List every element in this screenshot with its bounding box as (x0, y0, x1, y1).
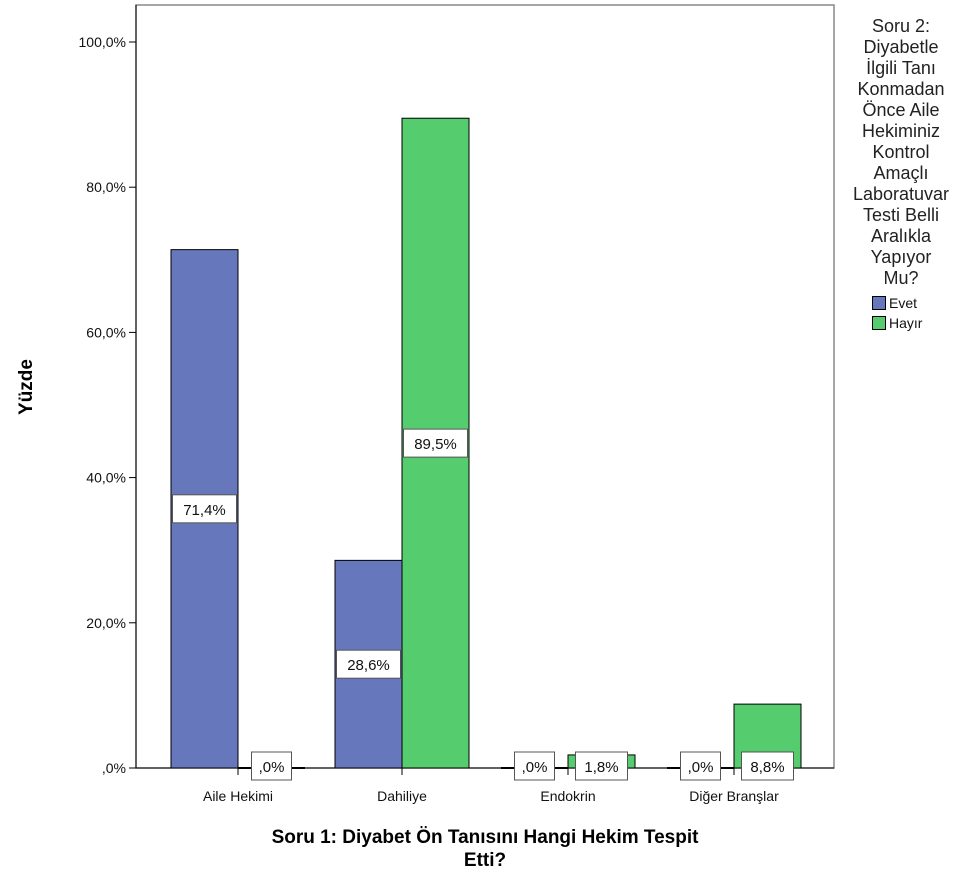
y-tick-label: 80,0% (86, 179, 126, 195)
data-label: 71,4% (183, 502, 226, 519)
data-label-box (336, 649, 401, 679)
data-labels-layer: 71,4% 28,6% ,0% ,0% ,0% 89,5% 1,8% 8,8% (172, 428, 794, 781)
x-tick-label: Endokrin (540, 788, 595, 804)
data-label-box (514, 751, 555, 781)
legend-title-line: Aralıkla (870, 226, 932, 246)
legend-swatch (872, 296, 886, 310)
legend-title-line: Diyabetle (863, 37, 939, 57)
legend-title-line: Amaçlı (873, 163, 929, 183)
legend-label: Hayır (889, 315, 923, 331)
legend-label: Evet (889, 295, 918, 311)
legend-title-line: İlgili Tanı (866, 58, 936, 78)
data-label: 1,8% (584, 759, 618, 776)
y-tick-label: 40,0% (86, 470, 126, 486)
x-ticks-layer: Aile Hekimi Dahiliye Endokrin Diğer Branşla… (203, 768, 779, 804)
data-label: ,0% (688, 759, 714, 776)
x-axis-title-line-1: Soru 1: Diyabet Ön Tanısını Hangi Hekim … (272, 827, 700, 848)
data-label-box (575, 751, 628, 781)
legend-title: Soru 2: Diyabetle İlgili Tanı Konmadan Önce … (836, 16, 966, 289)
legend-title-line: Soru 2: (871, 16, 931, 36)
data-label-box (680, 751, 721, 781)
x-tick-label: Dahiliye (377, 788, 427, 804)
legend: Soru 2: Diyabetle İlgili Tanı Konmadan Önce … (836, 16, 966, 333)
legend-title-line: Mu? (883, 268, 919, 288)
y-tick-label: 20,0% (86, 615, 126, 631)
legend-swatch (872, 316, 886, 330)
legend-title-line: Testi Belli (862, 205, 940, 225)
legend-item: Hayır (872, 313, 966, 333)
plot-area (135, 4, 835, 769)
x-tick-label: Diğer Branşlar (689, 788, 779, 804)
legend-item: Evet (872, 293, 966, 313)
legend-title-line: Konmadan (857, 79, 945, 99)
data-label: ,0% (259, 759, 285, 776)
x-tick-label: Aile Hekimi (203, 788, 273, 804)
data-label-box (741, 751, 794, 781)
data-label-box (251, 751, 292, 781)
data-label: ,0% (522, 759, 548, 776)
legend-title-line: Laboratuvar (852, 184, 950, 204)
y-ticks-layer: ,0% 20,0% 40,0% 60,0% 80,0% 100,0% (79, 34, 136, 776)
data-label: 89,5% (414, 436, 457, 453)
x-axis-title-line-2: Etti? (464, 850, 506, 871)
y-tick-label: 60,0% (86, 324, 126, 340)
data-label: 28,6% (347, 657, 390, 674)
legend-title-line: Önce Aile (862, 100, 940, 120)
data-label: 8,8% (750, 759, 784, 776)
data-label-box (172, 494, 237, 524)
y-tick-label: 100,0% (79, 34, 126, 50)
y-axis-title: Yüzde (16, 359, 37, 415)
legend-items: Evet Hayır (872, 293, 966, 333)
legend-title-line: Yapıyor (870, 247, 932, 267)
legend-title-line: Kontrol (872, 142, 930, 162)
legend-title-line: Hekiminiz (861, 121, 940, 141)
data-label-box (403, 428, 468, 458)
y-tick-label: ,0% (102, 760, 126, 776)
